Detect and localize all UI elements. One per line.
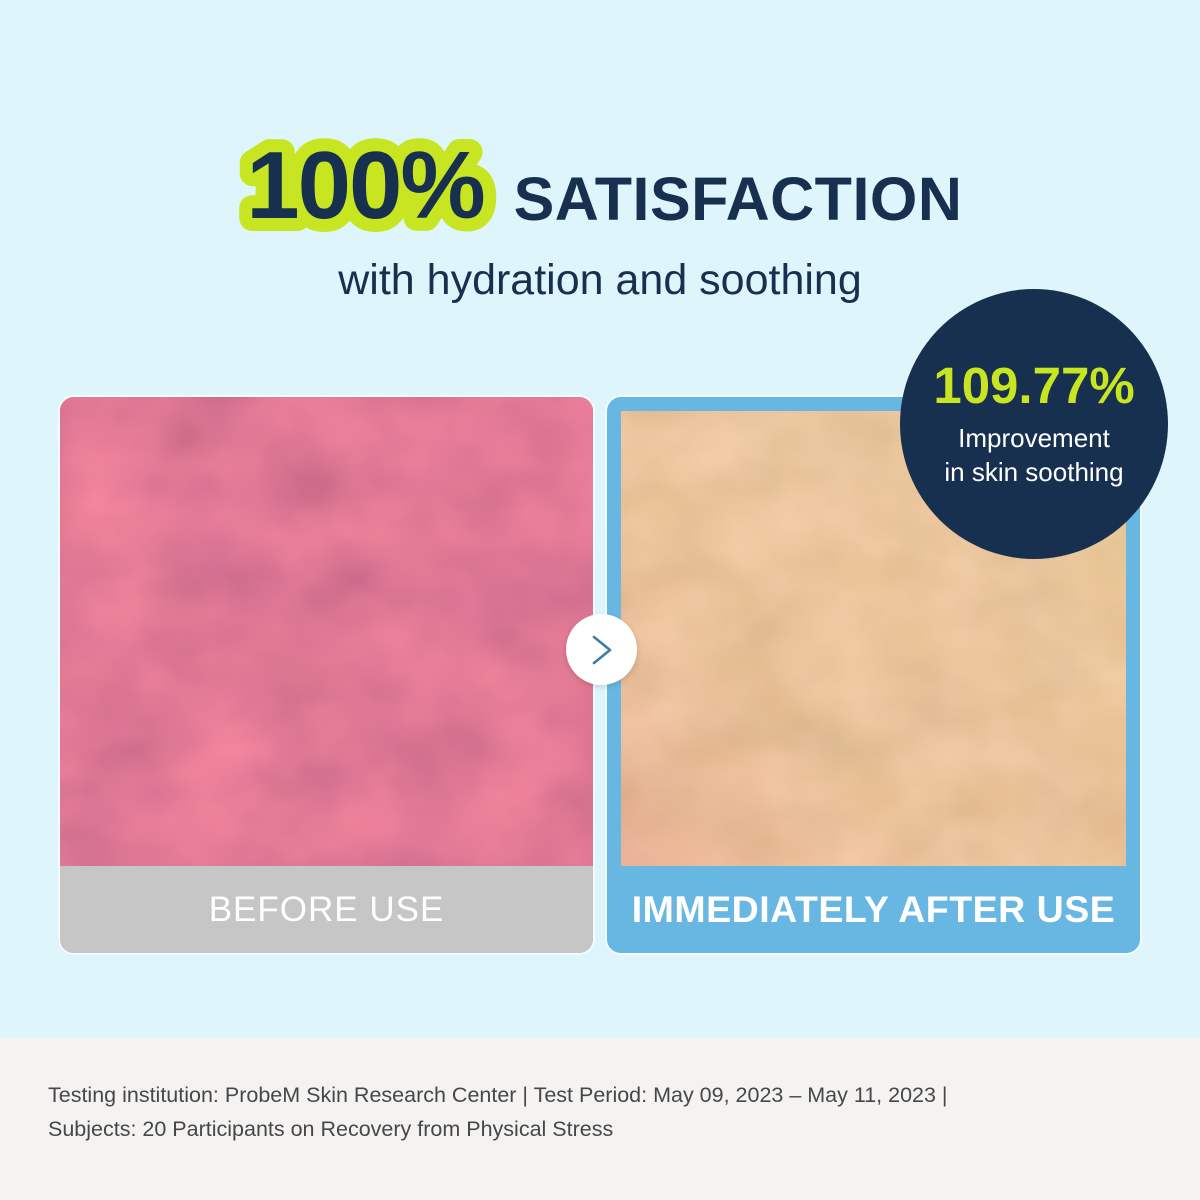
svg-text:100%: 100% <box>246 132 484 239</box>
svg-text:SATISFACTION: SATISFACTION <box>514 165 963 233</box>
